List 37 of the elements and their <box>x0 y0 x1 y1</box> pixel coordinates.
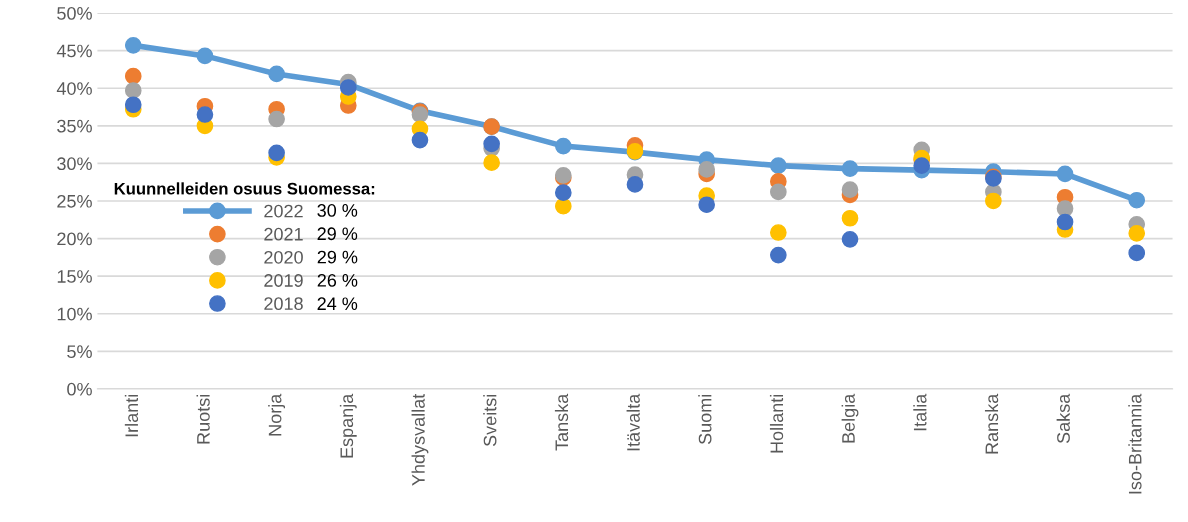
y-tick-label: 50% <box>57 6 92 20</box>
legend-label: 2019 <box>264 274 303 287</box>
x-tick-label: Saksa <box>1056 393 1070 444</box>
x-tick-label: Belgia <box>841 393 859 443</box>
y-tick-label: 40% <box>56 82 92 95</box>
legend-label: 2022 <box>264 204 303 218</box>
legend-label: 2020 <box>264 250 303 264</box>
annotation: 30 % <box>317 204 358 217</box>
legend-label: 2018 <box>264 297 303 311</box>
x-tick-label: Itävalta <box>626 393 640 451</box>
x-tick-label: Hollanti <box>769 394 784 453</box>
x-tick-label: Ruotsi <box>196 394 210 444</box>
annotation: 26 % <box>317 273 358 287</box>
x-tick-label: Ranska <box>984 393 999 454</box>
x-tick-label: Iso-Britannia <box>1128 393 1142 494</box>
y-tick-label: 0% <box>67 382 92 396</box>
legend-title: Kuunnelleiden osuus Suomessa: <box>114 182 375 195</box>
x-tick-label: Norja <box>268 393 286 436</box>
y-tick-label: 20% <box>57 232 92 246</box>
x-tick-label: Irlanti <box>124 394 139 437</box>
annotation: 24 % <box>317 297 358 311</box>
legend-label: 2021 <box>264 227 303 241</box>
x-tick-label: Italia <box>913 393 927 431</box>
y-tick-label: 15% <box>57 270 92 283</box>
y-tick-label: 45% <box>56 44 92 58</box>
x-tick-label: Sveitsi <box>483 394 497 447</box>
y-tick-label: 5% <box>67 345 92 359</box>
x-tick-label: Espanja <box>339 393 357 458</box>
y-tick-label: 30% <box>57 157 92 171</box>
y-tick-label: 25% <box>57 194 92 208</box>
y-tick-label: 35% <box>57 119 92 133</box>
annotation: 29 % <box>317 250 358 264</box>
y-tick-label: 10% <box>57 307 92 321</box>
x-tick-label: Tanska <box>554 393 569 451</box>
x-tick-label: Yhdysvallat <box>411 393 429 486</box>
x-tick-label: Suomi <box>698 394 712 445</box>
annotation: 29 % <box>317 227 358 241</box>
